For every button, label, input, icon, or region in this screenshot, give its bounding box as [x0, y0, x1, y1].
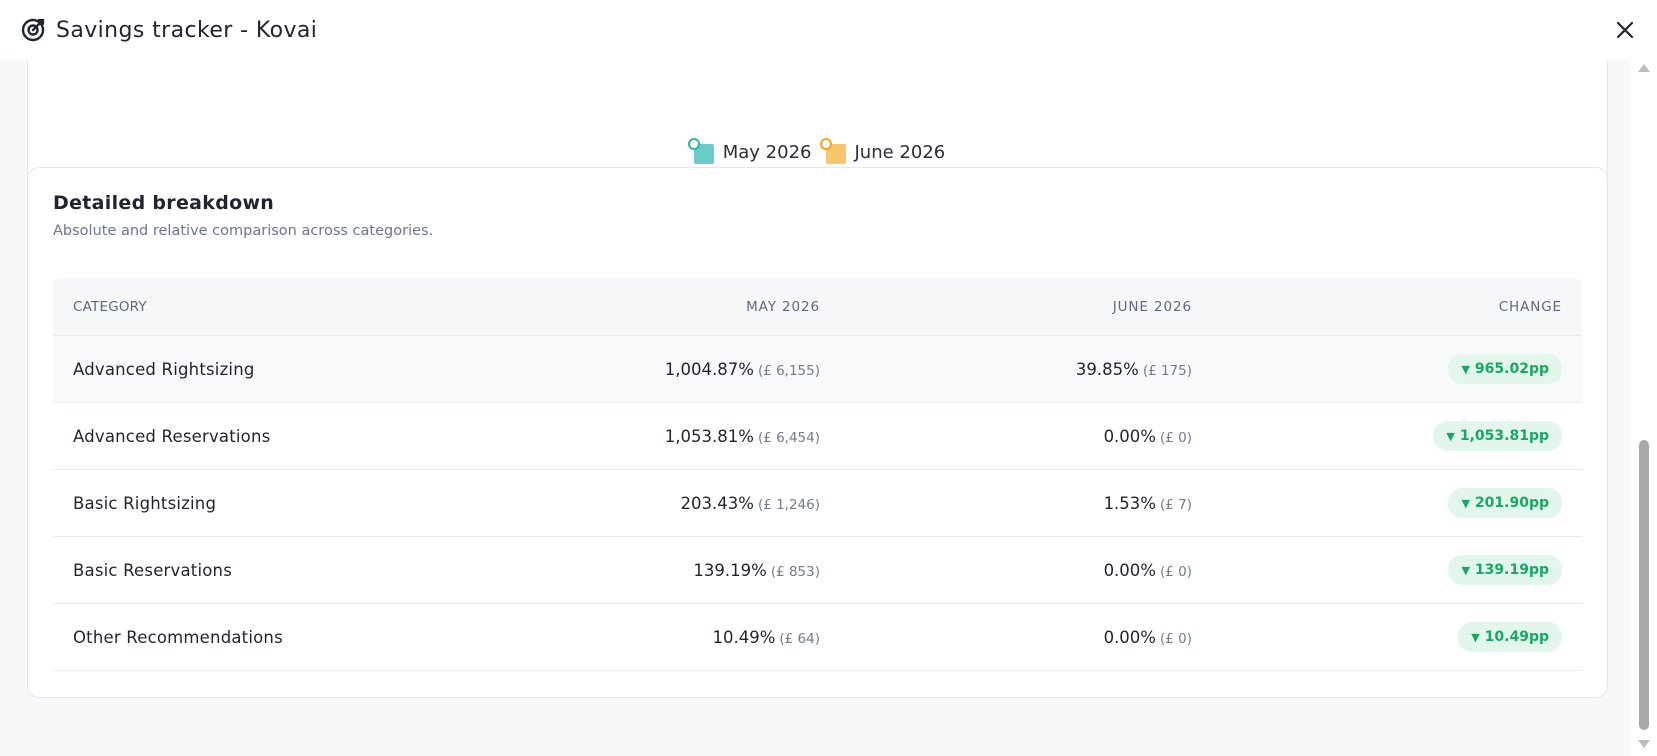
vertical-scrollbar[interactable] — [1630, 60, 1657, 756]
category-cell: Advanced Reservations — [73, 426, 271, 446]
window-title: Savings tracker - Kovai — [56, 17, 318, 43]
may-percent: 1,053.81% — [664, 426, 754, 446]
category-cell: Other Recommendations — [73, 627, 283, 647]
target-icon — [21, 18, 45, 42]
may-percent: 139.19% — [693, 560, 767, 580]
down-arrow-icon: ▼ — [1461, 362, 1470, 376]
june-amount: (£ 0) — [1159, 630, 1192, 647]
change-value: 139.19pp — [1474, 562, 1549, 578]
june-cell: 0.00% (£ 0) — [820, 427, 1192, 446]
change-badge: ▼ 201.90pp — [1448, 488, 1562, 518]
breakdown-table: CATEGORY MAY 2026 JUNE 2026 CHANGE Advan… — [53, 278, 1582, 671]
table-row[interactable]: Basic Rightsizing 203.43% (£ 1,246) 1.53%… — [53, 470, 1582, 537]
change-cell: ▼ 139.19pp — [1192, 555, 1582, 585]
column-header-may[interactable]: MAY 2026 — [746, 298, 820, 315]
may-amount: (£ 64) — [779, 630, 820, 647]
change-cell: ▼ 10.49pp — [1192, 622, 1582, 652]
june-percent: 0.00% — [1103, 560, 1156, 580]
breakdown-subtitle: Absolute and relative comparison across … — [53, 223, 434, 239]
legend-label: June 2026 — [854, 141, 946, 163]
change-value: 10.49pp — [1484, 629, 1549, 645]
june-amount: (£ 7) — [1159, 496, 1192, 513]
table-row[interactable]: Other Recommendations 10.49% (£ 64) 0.00%… — [53, 604, 1582, 671]
june-amount: (£ 175) — [1142, 362, 1192, 379]
june-cell: 39.85% (£ 175) — [820, 360, 1192, 379]
table-row[interactable]: Basic Reservations 139.19% (£ 853) 0.00%(… — [53, 537, 1582, 604]
change-badge: ▼ 1,053.81pp — [1433, 421, 1562, 451]
change-badge: ▼ 965.02pp — [1448, 354, 1562, 384]
close-icon — [1616, 21, 1634, 39]
change-badge: ▼ 10.49pp — [1458, 622, 1562, 652]
column-header-change[interactable]: CHANGE — [1498, 298, 1562, 315]
may-cell: 139.19% (£ 853) — [493, 561, 820, 580]
scrollbar-thumb[interactable] — [1639, 440, 1649, 730]
june-cell: 0.00% (£ 0) — [820, 561, 1192, 580]
may-percent: 1,004.87% — [664, 359, 754, 379]
change-badge: ▼ 139.19pp — [1448, 555, 1562, 585]
down-arrow-icon: ▼ — [1461, 563, 1470, 577]
scroll-content: May 2026 June 2026 Detailed breakdown Ab… — [0, 60, 1630, 756]
june-percent: 39.85% — [1075, 359, 1139, 379]
change-cell: ▼ 201.90pp — [1192, 488, 1582, 518]
chart-legend: May 2026 June 2026 — [28, 137, 1607, 167]
change-value: 1,053.81pp — [1459, 428, 1549, 444]
table-header: CATEGORY MAY 2026 JUNE 2026 CHANGE — [53, 278, 1582, 336]
june-percent: 0.00% — [1103, 627, 1156, 647]
june-percent: 0.00% — [1103, 426, 1156, 446]
down-arrow-icon: ▼ — [1471, 630, 1480, 644]
may-cell: 1,053.81% (£ 6,454) — [493, 427, 820, 446]
june-percent: 1.53% — [1103, 493, 1156, 513]
june-amount: (£ 0) — [1159, 429, 1192, 446]
may-cell: 1,004.87% (£ 6,155) — [493, 360, 820, 379]
legend-swatch-june — [819, 138, 846, 164]
may-amount: (£ 6,155) — [757, 362, 820, 379]
legend-item-june[interactable]: June 2026 — [819, 138, 946, 164]
change-value: 965.02pp — [1474, 361, 1549, 377]
breakdown-card: Detailed breakdown Absolute and relative… — [27, 167, 1608, 698]
may-amount: (£ 6,454) — [757, 429, 820, 446]
may-cell: 10.49% (£ 64) — [493, 628, 820, 647]
category-cell: Basic Rightsizing — [73, 493, 217, 513]
close-button[interactable] — [1613, 18, 1637, 42]
down-arrow-icon: ▼ — [1461, 496, 1470, 510]
legend-item-may[interactable]: May 2026 — [687, 138, 812, 164]
table-row[interactable]: Advanced Rightsizing 1,004.87% (£ 6,155) … — [53, 336, 1582, 403]
may-percent: 203.43% — [680, 493, 754, 513]
category-cell: Basic Reservations — [73, 560, 233, 580]
title-bar: Savings tracker - Kovai — [0, 0, 1657, 60]
legend-swatch-may — [687, 138, 714, 164]
table-row[interactable]: Advanced Reservations 1,053.81% (£ 6,454)… — [53, 403, 1582, 470]
column-header-category[interactable]: CATEGORY — [73, 298, 147, 315]
scroll-up-icon[interactable] — [1638, 64, 1650, 72]
category-cell: Advanced Rightsizing — [73, 359, 255, 379]
legend-label: May 2026 — [722, 141, 812, 163]
scroll-down-icon[interactable] — [1638, 740, 1650, 748]
june-amount: (£ 0) — [1159, 563, 1192, 580]
change-value: 201.90pp — [1474, 495, 1549, 511]
june-cell: 0.00% (£ 0) — [820, 628, 1192, 647]
may-percent: 10.49% — [712, 627, 776, 647]
down-arrow-icon: ▼ — [1446, 429, 1455, 443]
may-amount: (£ 853) — [770, 563, 820, 580]
may-amount: (£ 1,246) — [757, 496, 820, 513]
june-cell: 1.53% (£ 7) — [820, 494, 1192, 513]
column-header-june[interactable]: JUNE 2026 — [1112, 298, 1192, 315]
may-cell: 203.43% (£ 1,246) — [493, 494, 820, 513]
change-cell: ▼ 1,053.81pp — [1192, 421, 1582, 451]
breakdown-title: Detailed breakdown — [53, 192, 275, 214]
change-cell: ▼ 965.02pp — [1192, 354, 1582, 384]
